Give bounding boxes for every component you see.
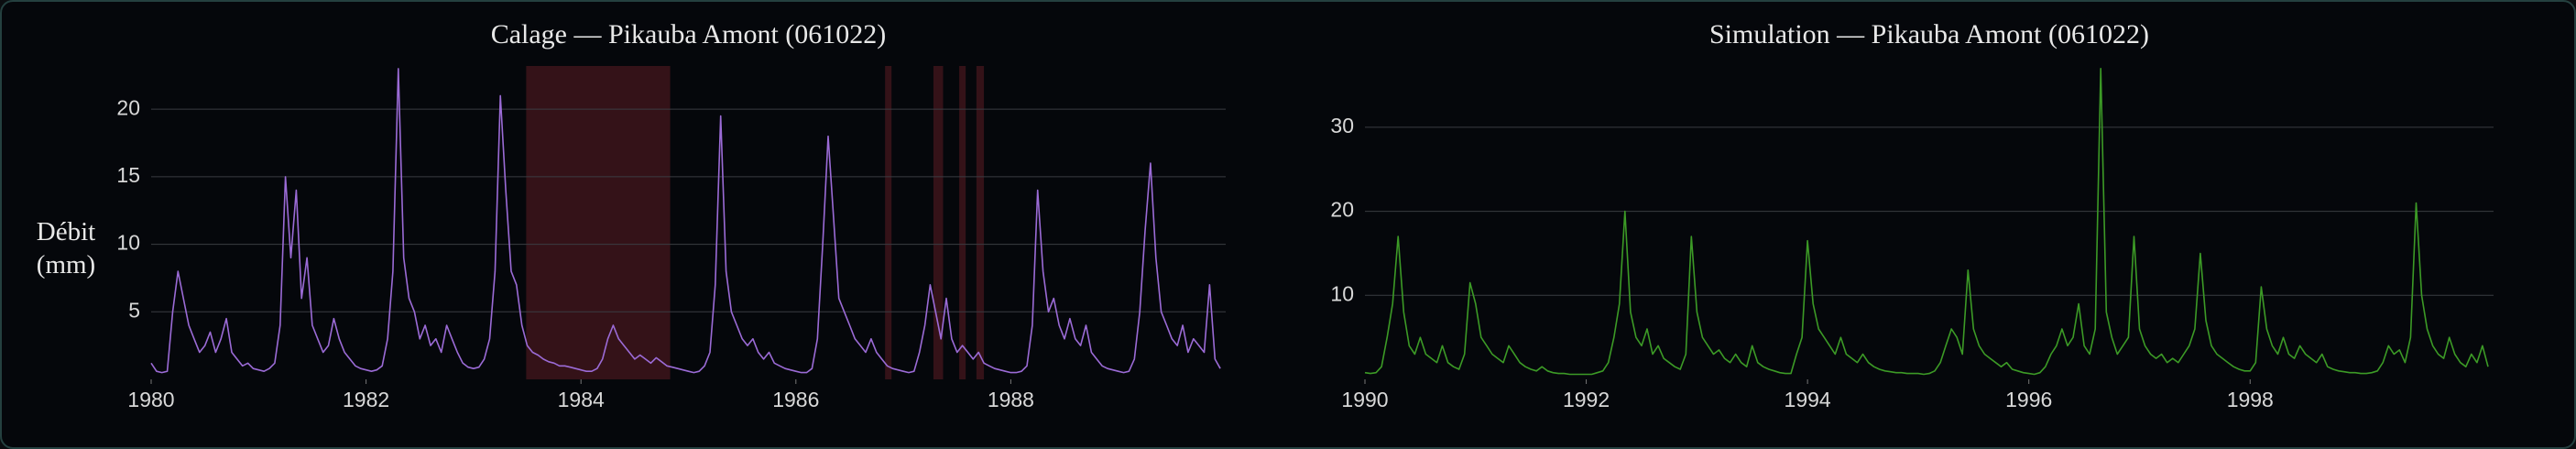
flow-line: [1364, 68, 2489, 376]
shaded-period: [959, 66, 966, 379]
shaded-period: [885, 66, 892, 379]
y-tick-label: 10: [1330, 281, 1354, 305]
x-tick-label: 1986: [772, 388, 819, 411]
y-tick-label: 20: [1330, 198, 1354, 222]
x-tick-label: 1994: [1785, 388, 1831, 411]
x-tick-label: 1980: [127, 388, 174, 411]
x-tick-label: 1990: [1341, 388, 1388, 411]
x-tick-label: 1988: [988, 388, 1034, 411]
x-tick-label: 1984: [558, 388, 605, 411]
x-tick-label: 1998: [2227, 388, 2274, 411]
chart-title: Calage — Pikauba Amont (061022): [491, 19, 887, 49]
shaded-period: [933, 66, 944, 379]
x-tick-label: 1992: [1563, 388, 1610, 411]
x-tick-label: 1982: [343, 388, 389, 411]
shaded-period: [976, 66, 985, 379]
flow-line: [150, 68, 1221, 374]
y-tick-label: 15: [116, 163, 140, 187]
chart-title: Simulation — Pikauba Amont (061022): [1709, 19, 2149, 49]
shaded-period: [526, 66, 671, 379]
y-tick-label: 10: [116, 231, 140, 255]
y-tick-label: 30: [1330, 114, 1354, 137]
y-tick-label: 5: [128, 298, 140, 322]
x-tick-label: 1996: [2005, 388, 2052, 411]
y-tick-label: 20: [116, 95, 140, 119]
y-axis-label: Débit (mm): [36, 217, 96, 279]
